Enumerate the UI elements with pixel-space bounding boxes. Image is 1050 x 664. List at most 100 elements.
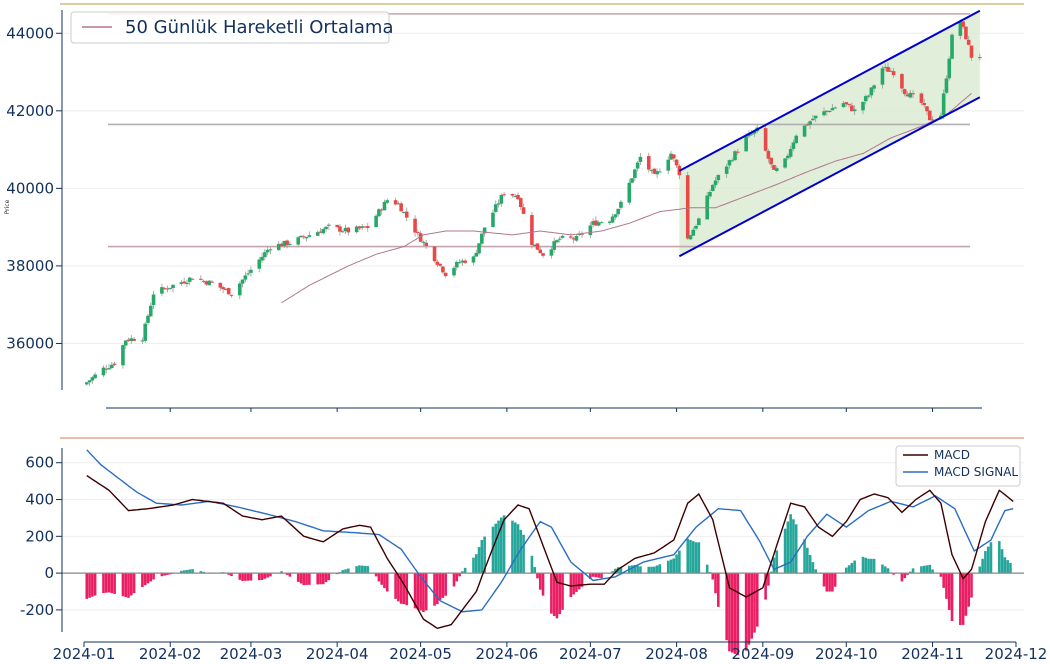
candle-body xyxy=(541,253,545,256)
histogram-bar xyxy=(394,573,397,599)
candle-body xyxy=(516,194,520,200)
candle-body xyxy=(243,275,248,280)
histogram-bar xyxy=(185,569,189,574)
histogram-bar xyxy=(238,573,242,580)
candle-body xyxy=(379,209,384,211)
candle-body xyxy=(694,225,698,229)
histogram-bar xyxy=(280,571,283,574)
candle-body xyxy=(93,374,97,379)
candle-body xyxy=(160,287,164,294)
candle-body xyxy=(638,156,643,162)
candle-body xyxy=(268,249,273,251)
histogram-bar xyxy=(374,573,378,577)
histogram-bar xyxy=(750,573,754,639)
candle-body xyxy=(518,198,523,208)
histogram-bar xyxy=(928,564,932,574)
macd-xtick-label: 2024-12 xyxy=(985,645,1048,663)
histogram-bar xyxy=(900,573,904,582)
histogram-bar xyxy=(516,524,520,574)
histogram-bar xyxy=(327,573,331,581)
candle-body xyxy=(794,135,799,144)
histogram-bar xyxy=(911,568,915,574)
candle-body xyxy=(377,209,381,217)
histogram-bar xyxy=(199,571,203,574)
candle-body xyxy=(941,93,946,116)
histogram-bar xyxy=(986,546,990,574)
candle-body xyxy=(961,21,965,27)
histogram-bar xyxy=(511,520,514,574)
candle-body xyxy=(263,252,267,258)
candle-body xyxy=(730,160,735,162)
histogram-bar xyxy=(942,573,945,588)
candle-body xyxy=(850,105,854,112)
candle-body xyxy=(616,208,620,215)
histogram-bar xyxy=(163,573,166,576)
histogram-bar xyxy=(124,573,128,598)
candle-body xyxy=(452,267,456,276)
histogram-bar xyxy=(141,573,144,588)
histogram-bar xyxy=(383,573,386,589)
histogram-bar xyxy=(970,573,973,598)
histogram-bar xyxy=(202,571,205,574)
histogram-bar xyxy=(385,573,389,592)
histogram-bar xyxy=(886,568,890,574)
macd-ytick-label: -200 xyxy=(20,601,54,619)
histogram-bar xyxy=(1003,557,1007,574)
candle-body xyxy=(666,159,671,171)
candle-body xyxy=(493,204,498,212)
candle-body xyxy=(786,155,790,159)
candle-body xyxy=(900,74,904,89)
candle-body xyxy=(340,231,345,233)
candle-body xyxy=(443,272,448,277)
candle-body xyxy=(226,288,231,295)
candle-body xyxy=(925,106,929,112)
candle-body xyxy=(672,154,676,159)
candle-body xyxy=(432,246,437,262)
candle-body xyxy=(171,284,175,288)
candle-body xyxy=(324,226,328,230)
histogram-bar xyxy=(611,571,614,574)
histogram-bar xyxy=(697,542,701,574)
histogram-bar xyxy=(480,540,484,574)
histogram-bar xyxy=(939,573,943,577)
candle-body xyxy=(866,95,871,97)
histogram-bar xyxy=(589,573,592,580)
candle-body xyxy=(724,166,729,174)
macd-ytick-label: 600 xyxy=(25,454,54,472)
histogram-bar xyxy=(288,573,292,577)
histogram-bar xyxy=(769,571,773,574)
histogram-bar xyxy=(666,560,670,574)
candle-body xyxy=(402,211,406,213)
histogram-bar xyxy=(725,573,728,641)
histogram-bar xyxy=(989,542,993,574)
candle-body xyxy=(279,243,284,247)
histogram-bar xyxy=(438,573,442,600)
histogram-bar xyxy=(569,573,573,598)
histogram-bar xyxy=(792,519,795,574)
histogram-bar xyxy=(920,566,923,574)
candle-body xyxy=(257,259,262,269)
histogram-bar xyxy=(519,529,523,574)
histogram-bar xyxy=(121,573,125,597)
candle-body xyxy=(282,240,287,247)
histogram-bar xyxy=(366,566,370,574)
histogram-bar xyxy=(861,556,865,574)
histogram-bar xyxy=(422,573,425,613)
histogram-bar xyxy=(755,573,759,627)
candle-body xyxy=(822,111,826,116)
histogram-bar xyxy=(397,573,400,602)
macd-xtick-label: 2024-02 xyxy=(139,645,202,663)
histogram-bar xyxy=(249,573,253,581)
histogram-bar xyxy=(107,573,111,593)
histogram-bar xyxy=(494,523,498,574)
candle-body xyxy=(204,281,209,285)
candle-body xyxy=(438,263,442,266)
histogram-bar xyxy=(789,514,792,574)
candle-body xyxy=(357,226,362,229)
candle-body xyxy=(304,237,309,239)
candle-body xyxy=(521,207,526,214)
candle-body xyxy=(457,262,462,264)
histogram-bar xyxy=(227,573,230,575)
candle-body xyxy=(772,165,776,170)
candle-body xyxy=(416,231,420,233)
